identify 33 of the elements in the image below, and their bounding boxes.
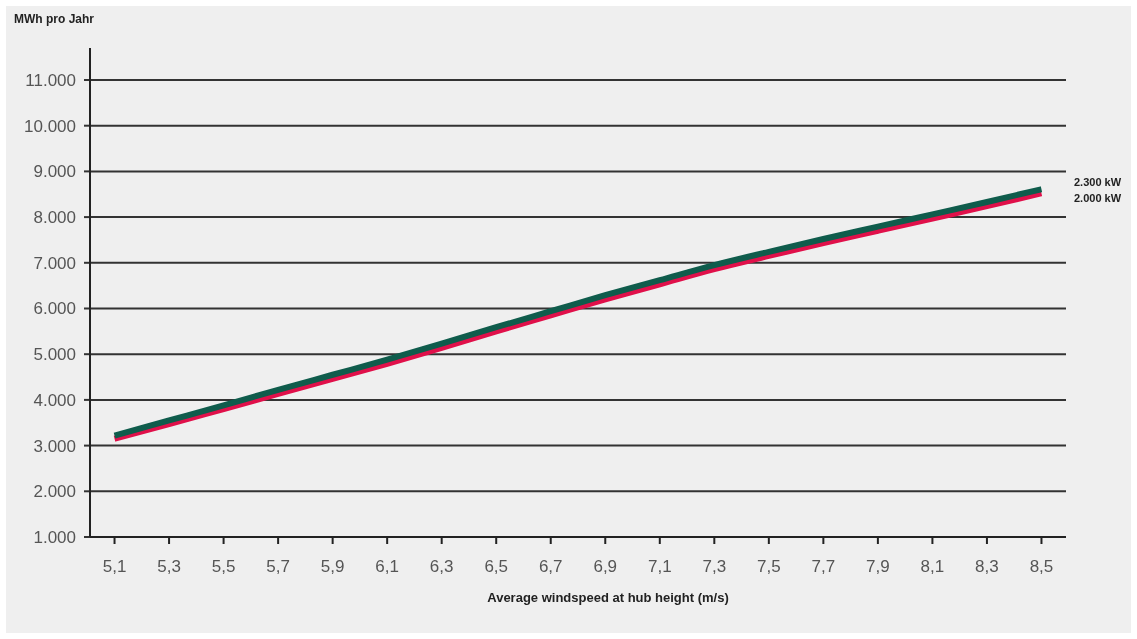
x-tick-label: 5,5 — [211, 557, 236, 576]
text: 2.000 kW — [1074, 192, 1122, 205]
x-tick-label: 7,5 — [757, 557, 781, 576]
text: 2.300 kW — [1074, 176, 1122, 189]
x-tick-label: 6,5 — [484, 557, 509, 576]
y-tick-label: 8.000 — [33, 208, 76, 228]
x-tick-label: 5,3 — [157, 557, 181, 576]
y-tick-label: 5.000 — [33, 345, 76, 365]
y-tick-label: 6.000 — [33, 299, 76, 319]
y-tick-label: 10.000 — [24, 116, 76, 136]
y-tick-label: 11.000 — [25, 70, 76, 90]
y-tick-label: 7.000 — [33, 253, 76, 273]
x-tick-label: 6,1 — [375, 557, 399, 576]
x-tick-label: 6,3 — [429, 557, 454, 576]
x-tick-label: 6,9 — [593, 557, 618, 576]
y-tick-label: 3.000 — [33, 436, 76, 456]
x-tick-label: 7,1 — [647, 557, 672, 576]
x-tick-label: 8,5 — [1029, 557, 1054, 576]
x-tick-label: 5,9 — [320, 557, 345, 576]
y-tick-label: 9.000 — [33, 162, 76, 182]
x-tick-label: 7,7 — [811, 557, 836, 576]
y-axis-title: MWh pro Jahr — [14, 12, 95, 26]
x-tick-label: 8,1 — [920, 557, 945, 576]
x-tick-label: 6,7 — [538, 557, 563, 576]
y-tick-label: 4.000 — [33, 390, 76, 410]
y-tick-label: 2.000 — [33, 482, 76, 502]
x-tick-label: 7,3 — [702, 557, 727, 576]
x-tick-label: 7,9 — [866, 557, 890, 576]
x-tick-label: 5,7 — [266, 557, 290, 576]
x-tick-label: 5,1 — [102, 557, 127, 576]
x-tick-label: 8,3 — [975, 557, 999, 576]
x-axis-title: Average windspeed at hub height (m/s) — [487, 590, 729, 605]
y-tick-label: 1.000 — [33, 527, 76, 547]
